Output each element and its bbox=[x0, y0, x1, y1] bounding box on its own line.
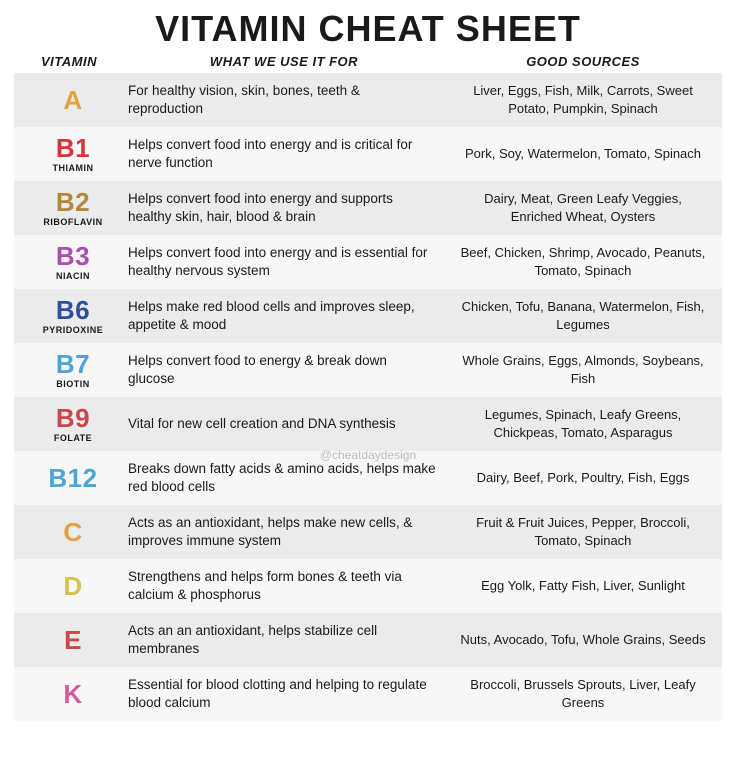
table-row: E Acts an an antioxidant, helps stabilize… bbox=[14, 613, 722, 667]
vitamin-code: B7 bbox=[56, 351, 90, 377]
rows-container: A For healthy vision, skin, bones, teeth … bbox=[14, 73, 722, 721]
vitamin-cheat-sheet: VITAMIN CHEAT SHEET VITAMIN WHAT WE USE … bbox=[0, 0, 736, 721]
sources-cell: Whole Grains, Eggs, Almonds, Soybeans, F… bbox=[448, 352, 718, 387]
vitamin-code: E bbox=[64, 627, 82, 653]
vitamin-cell: B12 bbox=[18, 465, 128, 491]
use-cell: Breaks down fatty acids & amino acids, h… bbox=[128, 460, 448, 496]
table-row: B1 THIAMIN Helps convert food into energy … bbox=[14, 127, 722, 181]
sources-cell: Dairy, Beef, Pork, Poultry, Fish, Eggs bbox=[448, 469, 718, 487]
vitamin-code: A bbox=[63, 87, 82, 113]
vitamin-code: K bbox=[63, 681, 82, 707]
header-sources: GOOD SOURCES bbox=[444, 54, 722, 69]
vitamin-cell: B6 PYRIDOXINE bbox=[18, 297, 128, 335]
sources-cell: Dairy, Meat, Green Leafy Veggies, Enrich… bbox=[448, 190, 718, 225]
table-row: K Essential for blood clotting and helpin… bbox=[14, 667, 722, 721]
vitamin-subname: BIOTIN bbox=[56, 379, 90, 389]
sources-cell: Legumes, Spinach, Leafy Greens, Chickpea… bbox=[448, 406, 718, 441]
vitamin-cell: B2 RIBOFLAVIN bbox=[18, 189, 128, 227]
vitamin-cell: B3 NIACIN bbox=[18, 243, 128, 281]
table-row: B7 BIOTIN Helps convert food to energy & b… bbox=[14, 343, 722, 397]
table-row: C Acts as an antioxidant, helps make new … bbox=[14, 505, 722, 559]
use-cell: Helps convert food into energy and is cr… bbox=[128, 136, 448, 172]
vitamin-cell: C bbox=[18, 519, 128, 545]
vitamin-cell: B1 THIAMIN bbox=[18, 135, 128, 173]
vitamin-cell: E bbox=[18, 627, 128, 653]
vitamin-subname: FOLATE bbox=[54, 433, 92, 443]
sources-cell: Broccoli, Brussels Sprouts, Liver, Leafy… bbox=[448, 676, 718, 711]
use-cell: Helps convert food into energy and suppo… bbox=[128, 190, 448, 226]
vitamin-code: C bbox=[63, 519, 82, 545]
vitamin-code: B3 bbox=[56, 243, 90, 269]
table-row: B9 FOLATE Vital for new cell creation and … bbox=[14, 397, 722, 451]
vitamin-cell: D bbox=[18, 573, 128, 599]
sources-cell: Beef, Chicken, Shrimp, Avocado, Peanuts,… bbox=[448, 244, 718, 279]
sources-cell: Egg Yolk, Fatty Fish, Liver, Sunlight bbox=[448, 577, 718, 595]
vitamin-code: B1 bbox=[56, 135, 90, 161]
vitamin-subname: THIAMIN bbox=[53, 163, 94, 173]
use-cell: Helps make red blood cells and improves … bbox=[128, 298, 448, 334]
table-row: B6 PYRIDOXINE Helps make red blood cells a… bbox=[14, 289, 722, 343]
vitamin-code: B2 bbox=[56, 189, 90, 215]
vitamin-cell: B7 BIOTIN bbox=[18, 351, 128, 389]
column-headers: VITAMIN WHAT WE USE IT FOR GOOD SOURCES bbox=[14, 54, 722, 73]
use-cell: Essential for blood clotting and helping… bbox=[128, 676, 448, 712]
vitamin-subname: NIACIN bbox=[56, 271, 90, 281]
vitamin-code: B6 bbox=[56, 297, 90, 323]
use-cell: For healthy vision, skin, bones, teeth &… bbox=[128, 82, 448, 118]
use-cell: Helps convert food to energy & break dow… bbox=[128, 352, 448, 388]
vitamin-cell: K bbox=[18, 681, 128, 707]
use-cell: Acts an an antioxidant, helps stabilize … bbox=[128, 622, 448, 658]
sources-cell: Nuts, Avocado, Tofu, Whole Grains, Seeds bbox=[448, 631, 718, 649]
use-cell: Vital for new cell creation and DNA synt… bbox=[128, 415, 448, 433]
sources-cell: Pork, Soy, Watermelon, Tomato, Spinach bbox=[448, 145, 718, 163]
table-row: B2 RIBOFLAVIN Helps convert food into ener… bbox=[14, 181, 722, 235]
vitamin-cell: A bbox=[18, 87, 128, 113]
table-row: A For healthy vision, skin, bones, teeth … bbox=[14, 73, 722, 127]
header-use: WHAT WE USE IT FOR bbox=[124, 54, 444, 69]
use-cell: Acts as an antioxidant, helps make new c… bbox=[128, 514, 448, 550]
vitamin-code: B9 bbox=[56, 405, 90, 431]
page-title: VITAMIN CHEAT SHEET bbox=[14, 8, 722, 50]
vitamin-subname: RIBOFLAVIN bbox=[43, 217, 102, 227]
vitamin-cell: B9 FOLATE bbox=[18, 405, 128, 443]
table-row: B3 NIACIN Helps convert food into energy a… bbox=[14, 235, 722, 289]
vitamin-subname: PYRIDOXINE bbox=[43, 325, 104, 335]
use-cell: Strengthens and helps form bones & teeth… bbox=[128, 568, 448, 604]
sources-cell: Fruit & Fruit Juices, Pepper, Broccoli, … bbox=[448, 514, 718, 549]
vitamin-code: B12 bbox=[48, 465, 97, 491]
header-vitamin: VITAMIN bbox=[14, 54, 124, 69]
use-cell: Helps convert food into energy and is es… bbox=[128, 244, 448, 280]
sources-cell: Chicken, Tofu, Banana, Watermelon, Fish,… bbox=[448, 298, 718, 333]
table-row: B12 Breaks down fatty acids & amino acids… bbox=[14, 451, 722, 505]
table-row: D Strengthens and helps form bones & teet… bbox=[14, 559, 722, 613]
sources-cell: Liver, Eggs, Fish, Milk, Carrots, Sweet … bbox=[448, 82, 718, 117]
vitamin-code: D bbox=[63, 573, 82, 599]
